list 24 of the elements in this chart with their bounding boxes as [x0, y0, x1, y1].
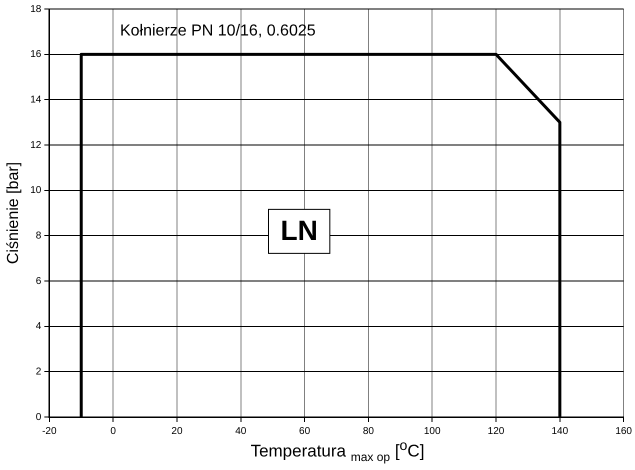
y-tick-label: 2: [36, 366, 42, 378]
y-tick-label: 18: [30, 4, 42, 15]
y-tick-label: 6: [36, 276, 42, 287]
y-tick-label: 14: [30, 94, 42, 106]
x-tick-label: 80: [362, 426, 374, 437]
y-tick-label: 10: [30, 185, 42, 196]
annotation: LN: [280, 215, 318, 246]
y-tick-label: 16: [30, 49, 42, 60]
x-tick-label: 160: [615, 426, 632, 437]
y-tick-label: 0: [36, 412, 42, 423]
x-tick-label: -20: [42, 426, 57, 437]
x-tick-label: 140: [552, 426, 569, 437]
x-tick-label: 100: [424, 426, 441, 437]
x-tick-label: 20: [171, 426, 183, 437]
x-tick-label: 60: [299, 426, 311, 437]
annotation: Kołnierze PN 10/16, 0.6025: [120, 22, 316, 40]
y-tick-label: 12: [30, 140, 42, 151]
y-axis-title: Ciśnienie [bar]: [5, 162, 22, 264]
x-tick-label: 40: [235, 426, 247, 437]
x-tick-label: 0: [110, 426, 116, 437]
y-tick-label: 8: [36, 230, 42, 242]
x-tick-label: 120: [488, 426, 505, 437]
y-tick-label: 4: [36, 321, 42, 332]
x-axis-title: Temperatura $_{max op}$ [$^{o}$C]: [250, 438, 426, 464]
